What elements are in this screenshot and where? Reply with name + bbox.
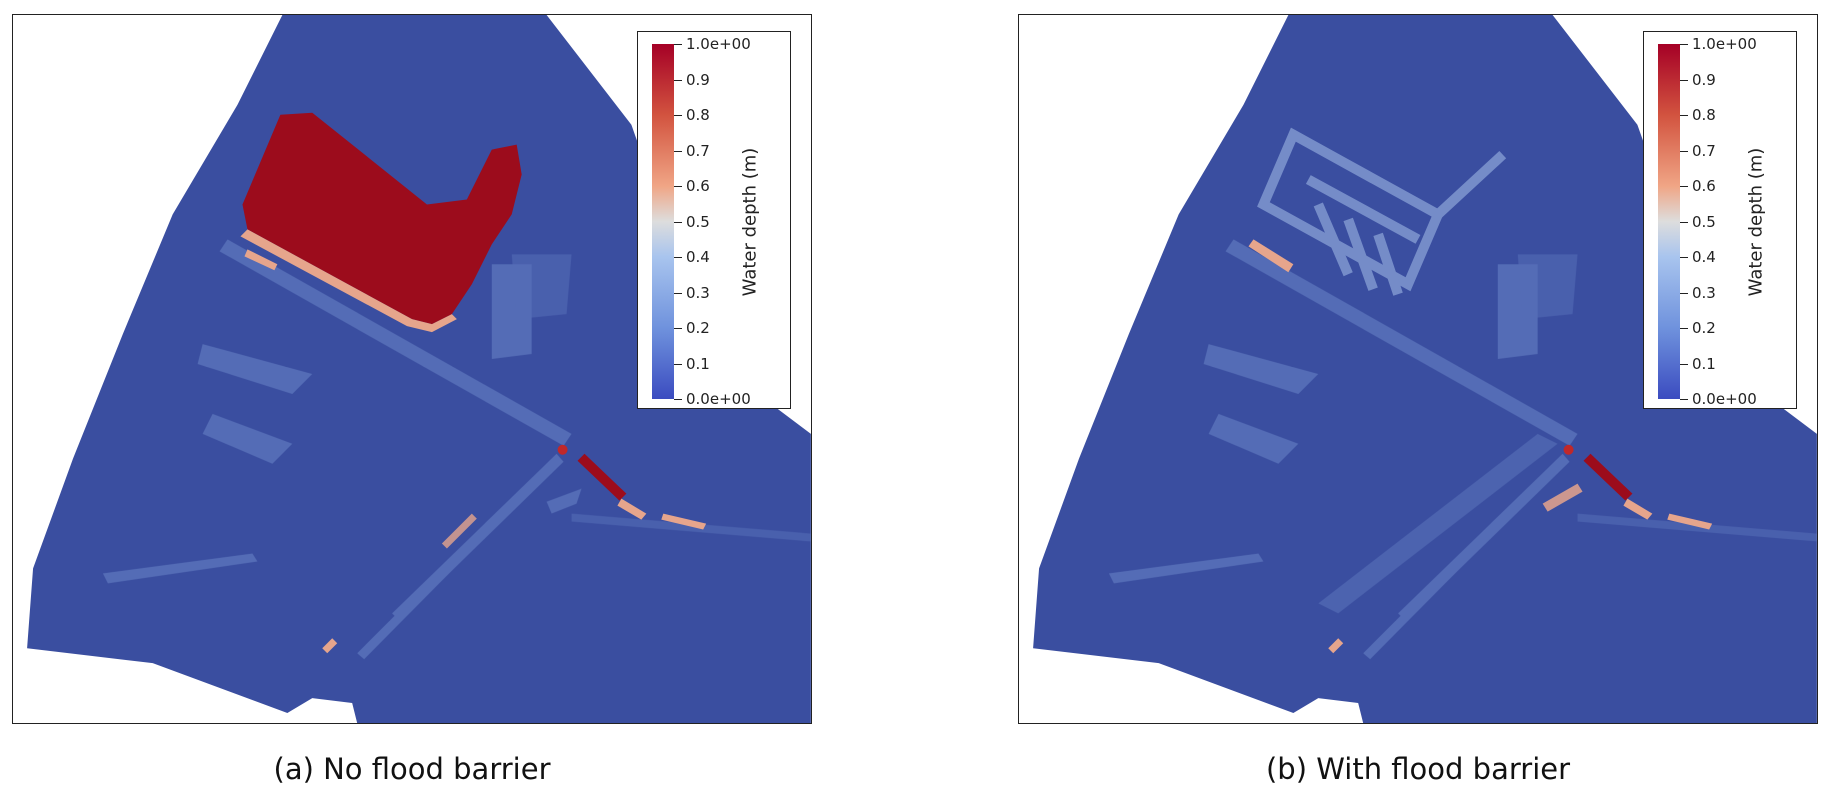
colorbar-tick-label: 0.9 bbox=[686, 70, 710, 89]
colorbar-tick-label: 0.5 bbox=[1692, 212, 1716, 231]
tick-mark bbox=[1680, 44, 1688, 45]
tick-mark bbox=[1680, 150, 1688, 152]
colorbar-min-label: 0.0e+00 bbox=[686, 390, 751, 408]
caption-a: (a) No flood barrier bbox=[273, 752, 551, 786]
colorbar-tick-label: 0.3 bbox=[686, 283, 710, 302]
water-depth-map-b bbox=[1033, 15, 1817, 723]
colorbar-tick-label: 0.6 bbox=[686, 177, 710, 195]
flood-map-panel-a: 1.0e+00 0.9 0.8 0.7 0.6 0.5 0.4 0.3 0.2 … bbox=[12, 14, 812, 724]
tick-mark bbox=[674, 221, 682, 223]
tick-mark bbox=[1680, 186, 1688, 187]
caption-b: (b) With flood barrier bbox=[1265, 752, 1571, 786]
tick-mark bbox=[674, 292, 682, 294]
shallow-water-features-a bbox=[102, 239, 811, 660]
colorbar-max-label: 1.0e+00 bbox=[1692, 35, 1757, 53]
water-depth-map-a bbox=[27, 15, 811, 723]
tick-mark bbox=[1680, 363, 1688, 365]
model-domain-a bbox=[27, 15, 811, 723]
colorbar-tick-label: 0.3 bbox=[1692, 283, 1716, 302]
tick-mark bbox=[674, 399, 682, 400]
colorbar-tick-label: 0.9 bbox=[1692, 70, 1716, 89]
colorbar-max-label: 1.0e+00 bbox=[686, 35, 751, 53]
colorbar-tick-label: 0.1 bbox=[1692, 354, 1716, 373]
tick-mark bbox=[674, 257, 682, 258]
tick-mark bbox=[1680, 399, 1688, 400]
colorbar-tick-label: 0.2 bbox=[686, 319, 710, 337]
hotspots-b bbox=[1248, 239, 1713, 654]
colorbar-a bbox=[652, 44, 674, 399]
tick-mark bbox=[1680, 257, 1688, 258]
tick-mark bbox=[674, 363, 682, 365]
colorbar-b bbox=[1658, 44, 1680, 399]
tick-mark bbox=[674, 79, 682, 81]
colorbar-tick-label: 0.4 bbox=[1692, 248, 1716, 266]
colorbar-tick-label: 0.6 bbox=[1692, 177, 1716, 195]
colorbar-title: Water depth (m) bbox=[739, 147, 761, 297]
colorbar-tick-label: 0.8 bbox=[1692, 106, 1716, 124]
tick-mark bbox=[1680, 79, 1688, 81]
flood-map-panel-b: 1.0e+00 0.9 0.8 0.7 0.6 0.5 0.4 0.3 0.2 … bbox=[1018, 14, 1818, 724]
colorbar-legend-a: 1.0e+00 0.9 0.8 0.7 0.6 0.5 0.4 0.3 0.2 … bbox=[637, 31, 791, 409]
model-domain-b bbox=[1033, 15, 1817, 723]
flooded-area-a bbox=[242, 112, 522, 325]
building-outline-water-b bbox=[1257, 127, 1507, 296]
tick-mark bbox=[1680, 115, 1688, 116]
colorbar-tick-label: 0.7 bbox=[686, 141, 710, 160]
colorbar-tick-label: 0.2 bbox=[1692, 319, 1716, 337]
tick-mark bbox=[1680, 221, 1688, 223]
hotspots-a bbox=[244, 249, 707, 654]
tick-mark bbox=[674, 44, 682, 45]
colorbar-tick-label: 0.1 bbox=[686, 354, 710, 373]
tick-mark bbox=[1680, 328, 1688, 329]
tick-mark bbox=[674, 150, 682, 152]
colorbar-legend-b: 1.0e+00 0.9 0.8 0.7 0.6 0.5 0.4 0.3 0.2 … bbox=[1643, 31, 1797, 409]
colorbar-tick-label: 0.8 bbox=[686, 106, 710, 124]
tick-mark bbox=[674, 186, 682, 187]
colorbar-tick-label: 0.4 bbox=[686, 248, 710, 266]
colorbar-title: Water depth (m) bbox=[1745, 147, 1767, 297]
flood-edge-a bbox=[240, 229, 457, 333]
shallow-water-features-b bbox=[1108, 239, 1817, 660]
colorbar-min-label: 0.0e+00 bbox=[1692, 390, 1757, 408]
tick-mark bbox=[1680, 292, 1688, 294]
colorbar-tick-label: 0.5 bbox=[686, 212, 710, 231]
tick-mark bbox=[674, 115, 682, 116]
colorbar-tick-label: 0.7 bbox=[1692, 141, 1716, 160]
tick-mark bbox=[674, 328, 682, 329]
